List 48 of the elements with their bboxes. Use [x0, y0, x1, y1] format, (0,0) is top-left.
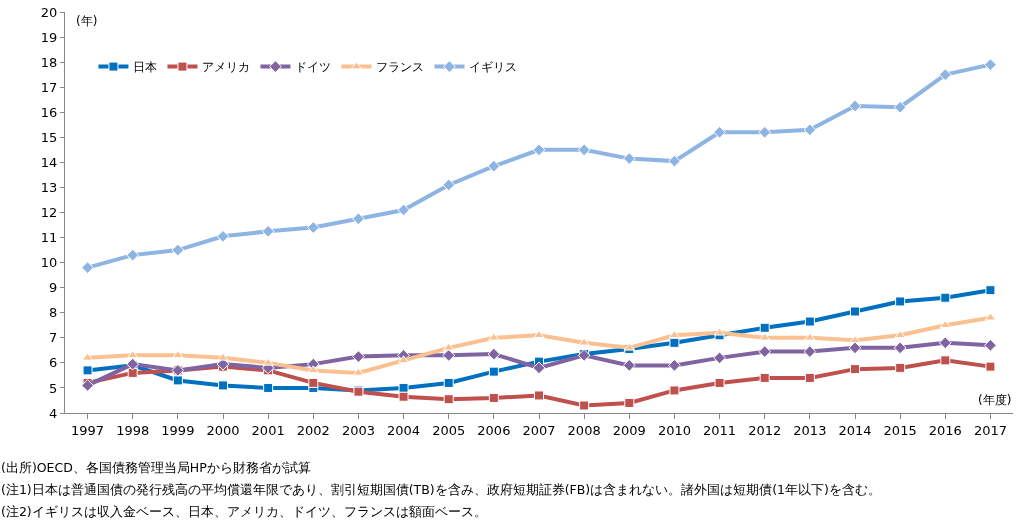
text: (注2)イギリスは収入金ベース、日本、アメリカ、ドイツ、フランスは額面ベース。	[1, 504, 487, 519]
legend-label: 日本	[133, 60, 158, 75]
y-tick-label: 14	[40, 154, 58, 170]
y-tick-label: 15	[40, 129, 58, 145]
x-tick-label: 2006	[477, 422, 511, 438]
y-tick-label: 18	[40, 54, 58, 70]
x-tick-label: 2009	[612, 422, 646, 438]
x-tick-label: 1997	[71, 422, 105, 438]
x-tick-label: 1999	[161, 422, 195, 438]
y-tick-label: 19	[40, 29, 58, 45]
y-tick-label: 10	[40, 255, 58, 271]
x-tick-label: 2010	[657, 422, 691, 438]
x-axis-title: (年度)	[978, 393, 1012, 407]
x-tick-label: 2007	[522, 422, 556, 438]
y-tick-label: 13	[40, 179, 58, 195]
x-tick-label: 2005	[432, 422, 466, 438]
x-tick-label: 2002	[296, 422, 330, 438]
x-tick-label: 2017	[973, 422, 1007, 438]
y-tick-label: 17	[40, 79, 58, 95]
x-tick-label: 2012	[748, 422, 782, 438]
x-tick-label: 2000	[206, 422, 240, 438]
x-tick-label: 2014	[838, 422, 872, 438]
x-tick-label: 2013	[793, 422, 827, 438]
x-tick-label: 2003	[341, 422, 375, 438]
y-axis-title: (年)	[76, 14, 98, 28]
x-tick-label: 2001	[251, 422, 285, 438]
y-tick-label: 9	[49, 280, 58, 296]
y-tick-label: 4	[49, 405, 58, 421]
legend-label: フランス	[376, 60, 425, 75]
y-tick-label: 7	[49, 330, 58, 346]
x-tick-label: 2004	[387, 422, 421, 438]
legend-label: アメリカ	[202, 60, 251, 75]
y-tick-label: 5	[49, 380, 58, 396]
x-tick-label: 1998	[116, 422, 150, 438]
legend-label: イギリス	[469, 60, 518, 75]
x-tick-label: 2011	[703, 422, 737, 438]
y-tick-label: 20	[40, 4, 58, 20]
x-tick-label: 2016	[928, 422, 962, 438]
y-tick-label: 8	[49, 305, 58, 321]
x-tick-label: 2015	[883, 422, 917, 438]
y-tick-label: 11	[40, 230, 58, 246]
legend-label: ドイツ	[295, 60, 332, 75]
y-tick-label: 16	[40, 104, 58, 120]
x-tick-label: 2008	[567, 422, 601, 438]
text: (出所)OECD、各国債務管理当局HPから財務省が試算	[1, 460, 311, 475]
y-tick-label: 12	[40, 205, 58, 221]
text: (注1)日本は普通国債の発行残高の平均償還年限であり、割引短期国債(TB)を含み、政府短期証券(FB)は含まれない。諸外国は短期債(1年以下)を含む。	[1, 482, 881, 497]
y-tick-label: 6	[49, 355, 58, 371]
